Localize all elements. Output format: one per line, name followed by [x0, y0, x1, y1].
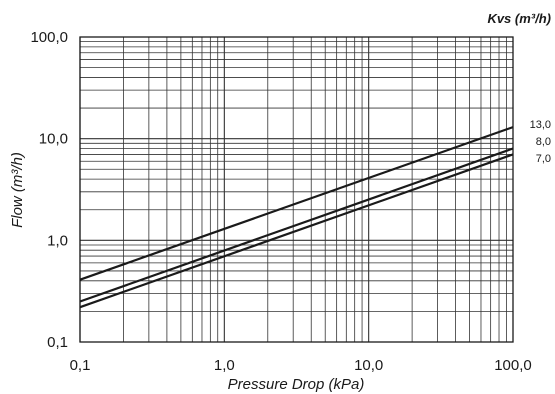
kvs-legend-title: Kvs (m³/h): [487, 11, 551, 26]
x-tick-label: 100,0: [494, 357, 532, 374]
kvs-label: 13,0: [530, 119, 551, 131]
x-tick-labels: 0,1 1,0 10,0 100,0: [70, 357, 532, 374]
kvs-label: 8,0: [536, 136, 551, 148]
x-tick-label: 1,0: [214, 357, 235, 374]
minor-grid: [80, 37, 513, 342]
y-tick-labels: 0,1 1,0 10,0 100,0: [30, 29, 68, 351]
major-grid: [79, 37, 513, 343]
y-tick-label: 0,1: [47, 334, 68, 351]
y-axis-label: Flow (m³/h): [9, 152, 26, 228]
kvs-label: 7,0: [536, 153, 551, 165]
y-tick-label: 1,0: [47, 232, 68, 249]
y-tick-label: 10,0: [39, 131, 68, 148]
series-layer: [79, 126, 514, 309]
y-tick-label: 100,0: [30, 29, 68, 46]
series-line-kvs-13-0: [79, 126, 514, 281]
kvs-labels: 13,0 8,0 7,0: [530, 119, 551, 165]
x-tick-label: 0,1: [70, 357, 91, 374]
series-line-kvs-7-0: [79, 153, 514, 309]
series-line-kvs-8-0: [79, 147, 514, 303]
plot-frame: [79, 36, 514, 343]
x-axis-label: Pressure Drop (kPa): [228, 376, 365, 393]
x-tick-label: 10,0: [354, 357, 383, 374]
